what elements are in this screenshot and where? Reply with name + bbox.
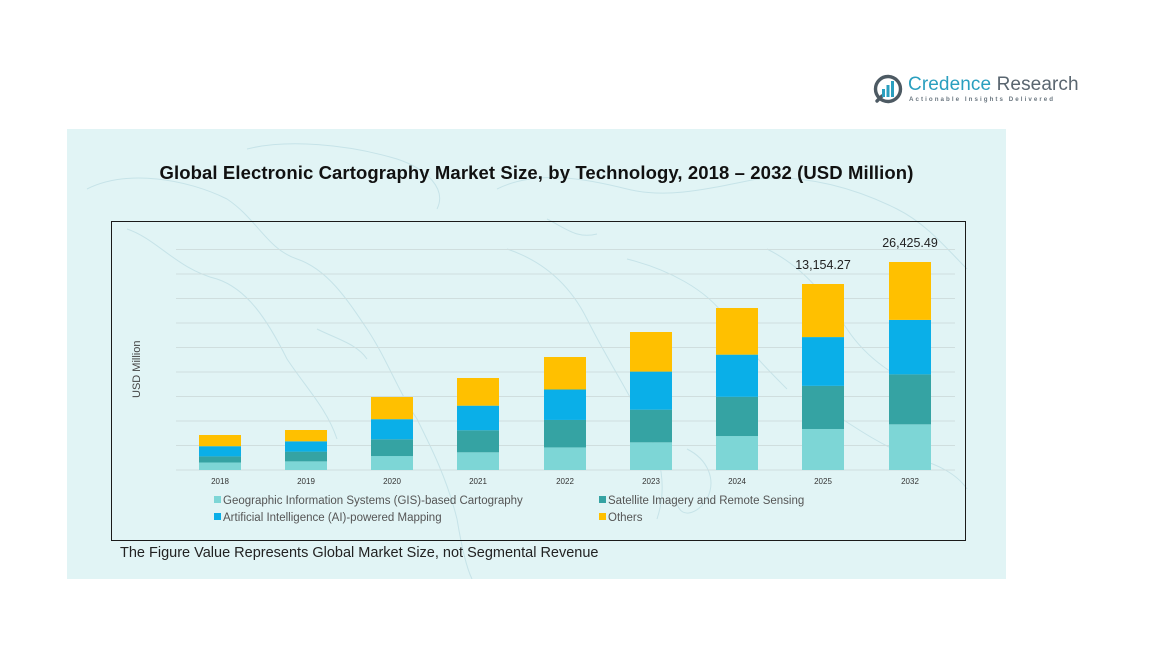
legend-label-ai: Artificial Intelligence (AI)-powered Map… <box>223 512 442 524</box>
bar-segment-gis-2032 <box>889 424 931 470</box>
legend-swatch-ai <box>214 513 221 520</box>
x-tick-label: 2025 <box>814 477 832 486</box>
bar-segment-gis-2020 <box>371 456 413 470</box>
bar-segment-satellite-2025 <box>802 385 844 429</box>
bar-segment-others-2022 <box>544 357 586 390</box>
brand-name: Credence Research <box>908 74 1079 96</box>
legend-swatch-others <box>599 513 606 520</box>
x-tick-label: 2023 <box>642 477 660 486</box>
x-tick-label: 2021 <box>469 477 487 486</box>
bar-segment-satellite-2021 <box>457 430 499 453</box>
legend-label-gis: Geographic Information Systems (GIS)-bas… <box>223 495 523 507</box>
bar-segment-ai-2019 <box>285 441 327 452</box>
bar-chart-logo-icon <box>873 74 903 104</box>
bar-segment-ai-2021 <box>457 405 499 431</box>
bar-segment-others-2018 <box>199 435 241 447</box>
legend-item-others: Others <box>599 512 643 524</box>
total-labels: 13,154.27 26,425.49 <box>795 236 938 272</box>
bar-segment-ai-2022 <box>544 389 586 420</box>
x-tick-label: 2024 <box>728 477 746 486</box>
x-tick-label: 2020 <box>383 477 401 486</box>
brand-logo: Credence Research Actionable Insights De… <box>873 72 1079 108</box>
bar-segment-ai-2018 <box>199 446 241 457</box>
total-label-2025: 13,154.27 <box>795 258 851 272</box>
legend-item-satellite: Satellite Imagery and Remote Sensing <box>599 495 804 507</box>
bar-segment-gis-2023 <box>630 442 672 470</box>
bar-segment-satellite-2023 <box>630 409 672 443</box>
bar-segment-ai-2020 <box>371 419 413 440</box>
brand-name-part2: Research <box>996 74 1079 95</box>
bar-segment-gis-2018 <box>199 462 241 470</box>
x-tick-label: 2032 <box>901 477 919 486</box>
bar-segment-satellite-2022 <box>544 419 586 448</box>
bar-segment-gis-2021 <box>457 452 499 470</box>
chart-title: Global Electronic Cartography Market Siz… <box>159 162 914 183</box>
x-tick-label: 2018 <box>211 477 229 486</box>
bar-segment-ai-2032 <box>889 319 931 375</box>
bar-segment-ai-2023 <box>630 371 672 410</box>
bar-segment-gis-2019 <box>285 461 327 470</box>
brand-name-part1: Credence <box>908 74 992 95</box>
bar-segment-others-2025 <box>802 284 844 338</box>
total-label-2032: 26,425.49 <box>882 236 938 250</box>
bar-segment-gis-2025 <box>802 428 844 470</box>
bar-segment-others-2019 <box>285 430 327 442</box>
footnote: The Figure Value Represents Global Marke… <box>120 545 599 561</box>
x-tick-label: 2019 <box>297 477 315 486</box>
y-axis-label: USD Million <box>131 341 143 398</box>
bar-segment-others-2023 <box>630 332 672 372</box>
brand-tagline: Actionable Insights Delivered <box>909 96 1056 103</box>
bar-segment-satellite-2019 <box>285 451 327 462</box>
bar-segment-others-2032 <box>889 262 931 320</box>
bar-segment-ai-2024 <box>716 354 758 397</box>
bars <box>199 262 931 470</box>
x-axis-ticks: 2018 2019 2020 2021 2022 2023 2024 2025 2032 <box>211 477 919 486</box>
bar-segment-gis-2022 <box>544 447 586 470</box>
chart-frame <box>111 221 966 541</box>
legend-item-gis: Geographic Information Systems (GIS)-bas… <box>214 495 523 507</box>
bar-segment-others-2020 <box>371 397 413 420</box>
legend-swatch-satellite <box>599 496 606 503</box>
bar-segment-gis-2024 <box>716 436 758 470</box>
legend-label-others: Others <box>608 512 643 524</box>
legend-item-ai: Artificial Intelligence (AI)-powered Map… <box>214 512 442 524</box>
bar-segment-others-2021 <box>457 378 499 406</box>
legend-label-satellite: Satellite Imagery and Remote Sensing <box>608 495 805 507</box>
chart-panel: Global Electronic Cartography Market Siz… <box>67 129 1006 579</box>
x-tick-label: 2022 <box>556 477 574 486</box>
legend-swatch-gis <box>214 496 221 503</box>
bar-segment-satellite-2032 <box>889 374 931 425</box>
bar-segment-satellite-2024 <box>716 396 758 437</box>
bar-segment-satellite-2020 <box>371 439 413 457</box>
bar-segment-satellite-2018 <box>199 456 241 463</box>
bar-segment-others-2024 <box>716 308 758 355</box>
bar-segment-ai-2025 <box>802 337 844 386</box>
